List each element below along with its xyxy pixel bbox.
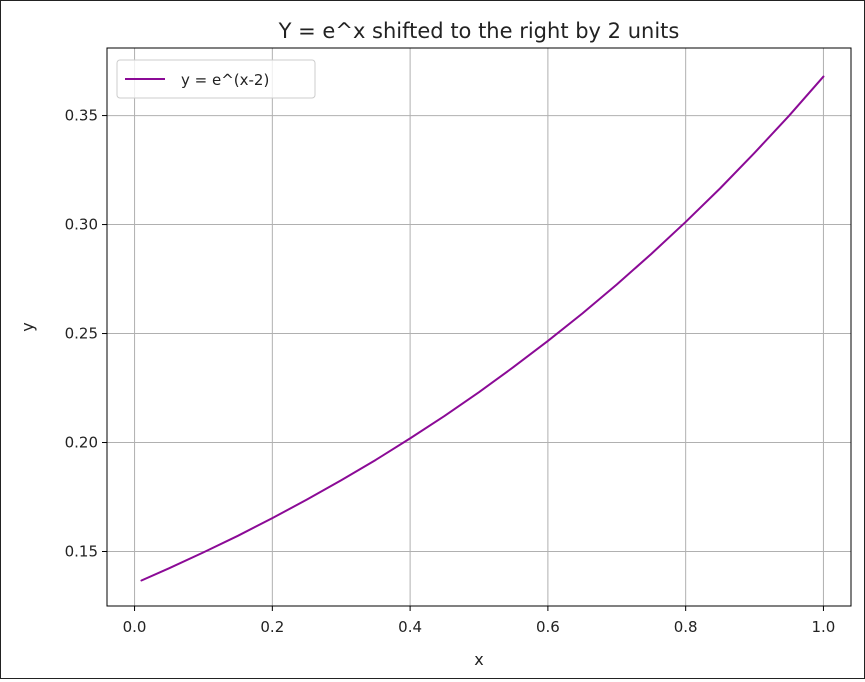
plot-area-frame — [106, 47, 852, 607]
y-tick-label: 0.35 — [65, 107, 98, 125]
x-tick-label: 0.8 — [674, 618, 698, 636]
series-layer — [140, 75, 825, 582]
x-tick-label: 0.0 — [123, 618, 147, 636]
legend-box — [116, 59, 316, 99]
ticks: 0.0 0.2 0.4 0.6 0.8 1.0 0.15 0.20 0.25 0.30 0.35 — [65, 107, 836, 636]
y-tick-label: 0.15 — [65, 543, 98, 561]
legend: y = e^(x-2) — [116, 59, 316, 99]
x-axis-label: x — [474, 650, 483, 669]
chart-title: Y = e^x shifted to the right by 2 units — [278, 19, 680, 43]
x-tick-label: 1.0 — [812, 618, 836, 636]
x-tick-label: 0.6 — [536, 618, 560, 636]
y-tick-label: 0.30 — [65, 216, 98, 234]
y-axis-label: y — [18, 322, 37, 331]
legend-label: y = e^(x-2) — [181, 71, 269, 89]
x-tick-label: 0.2 — [260, 618, 284, 636]
y-tick-label: 0.20 — [65, 434, 98, 452]
series-line — [140, 75, 825, 582]
x-tick-label: 0.4 — [398, 618, 422, 636]
grid — [107, 48, 851, 606]
y-tick-label: 0.25 — [65, 325, 98, 343]
